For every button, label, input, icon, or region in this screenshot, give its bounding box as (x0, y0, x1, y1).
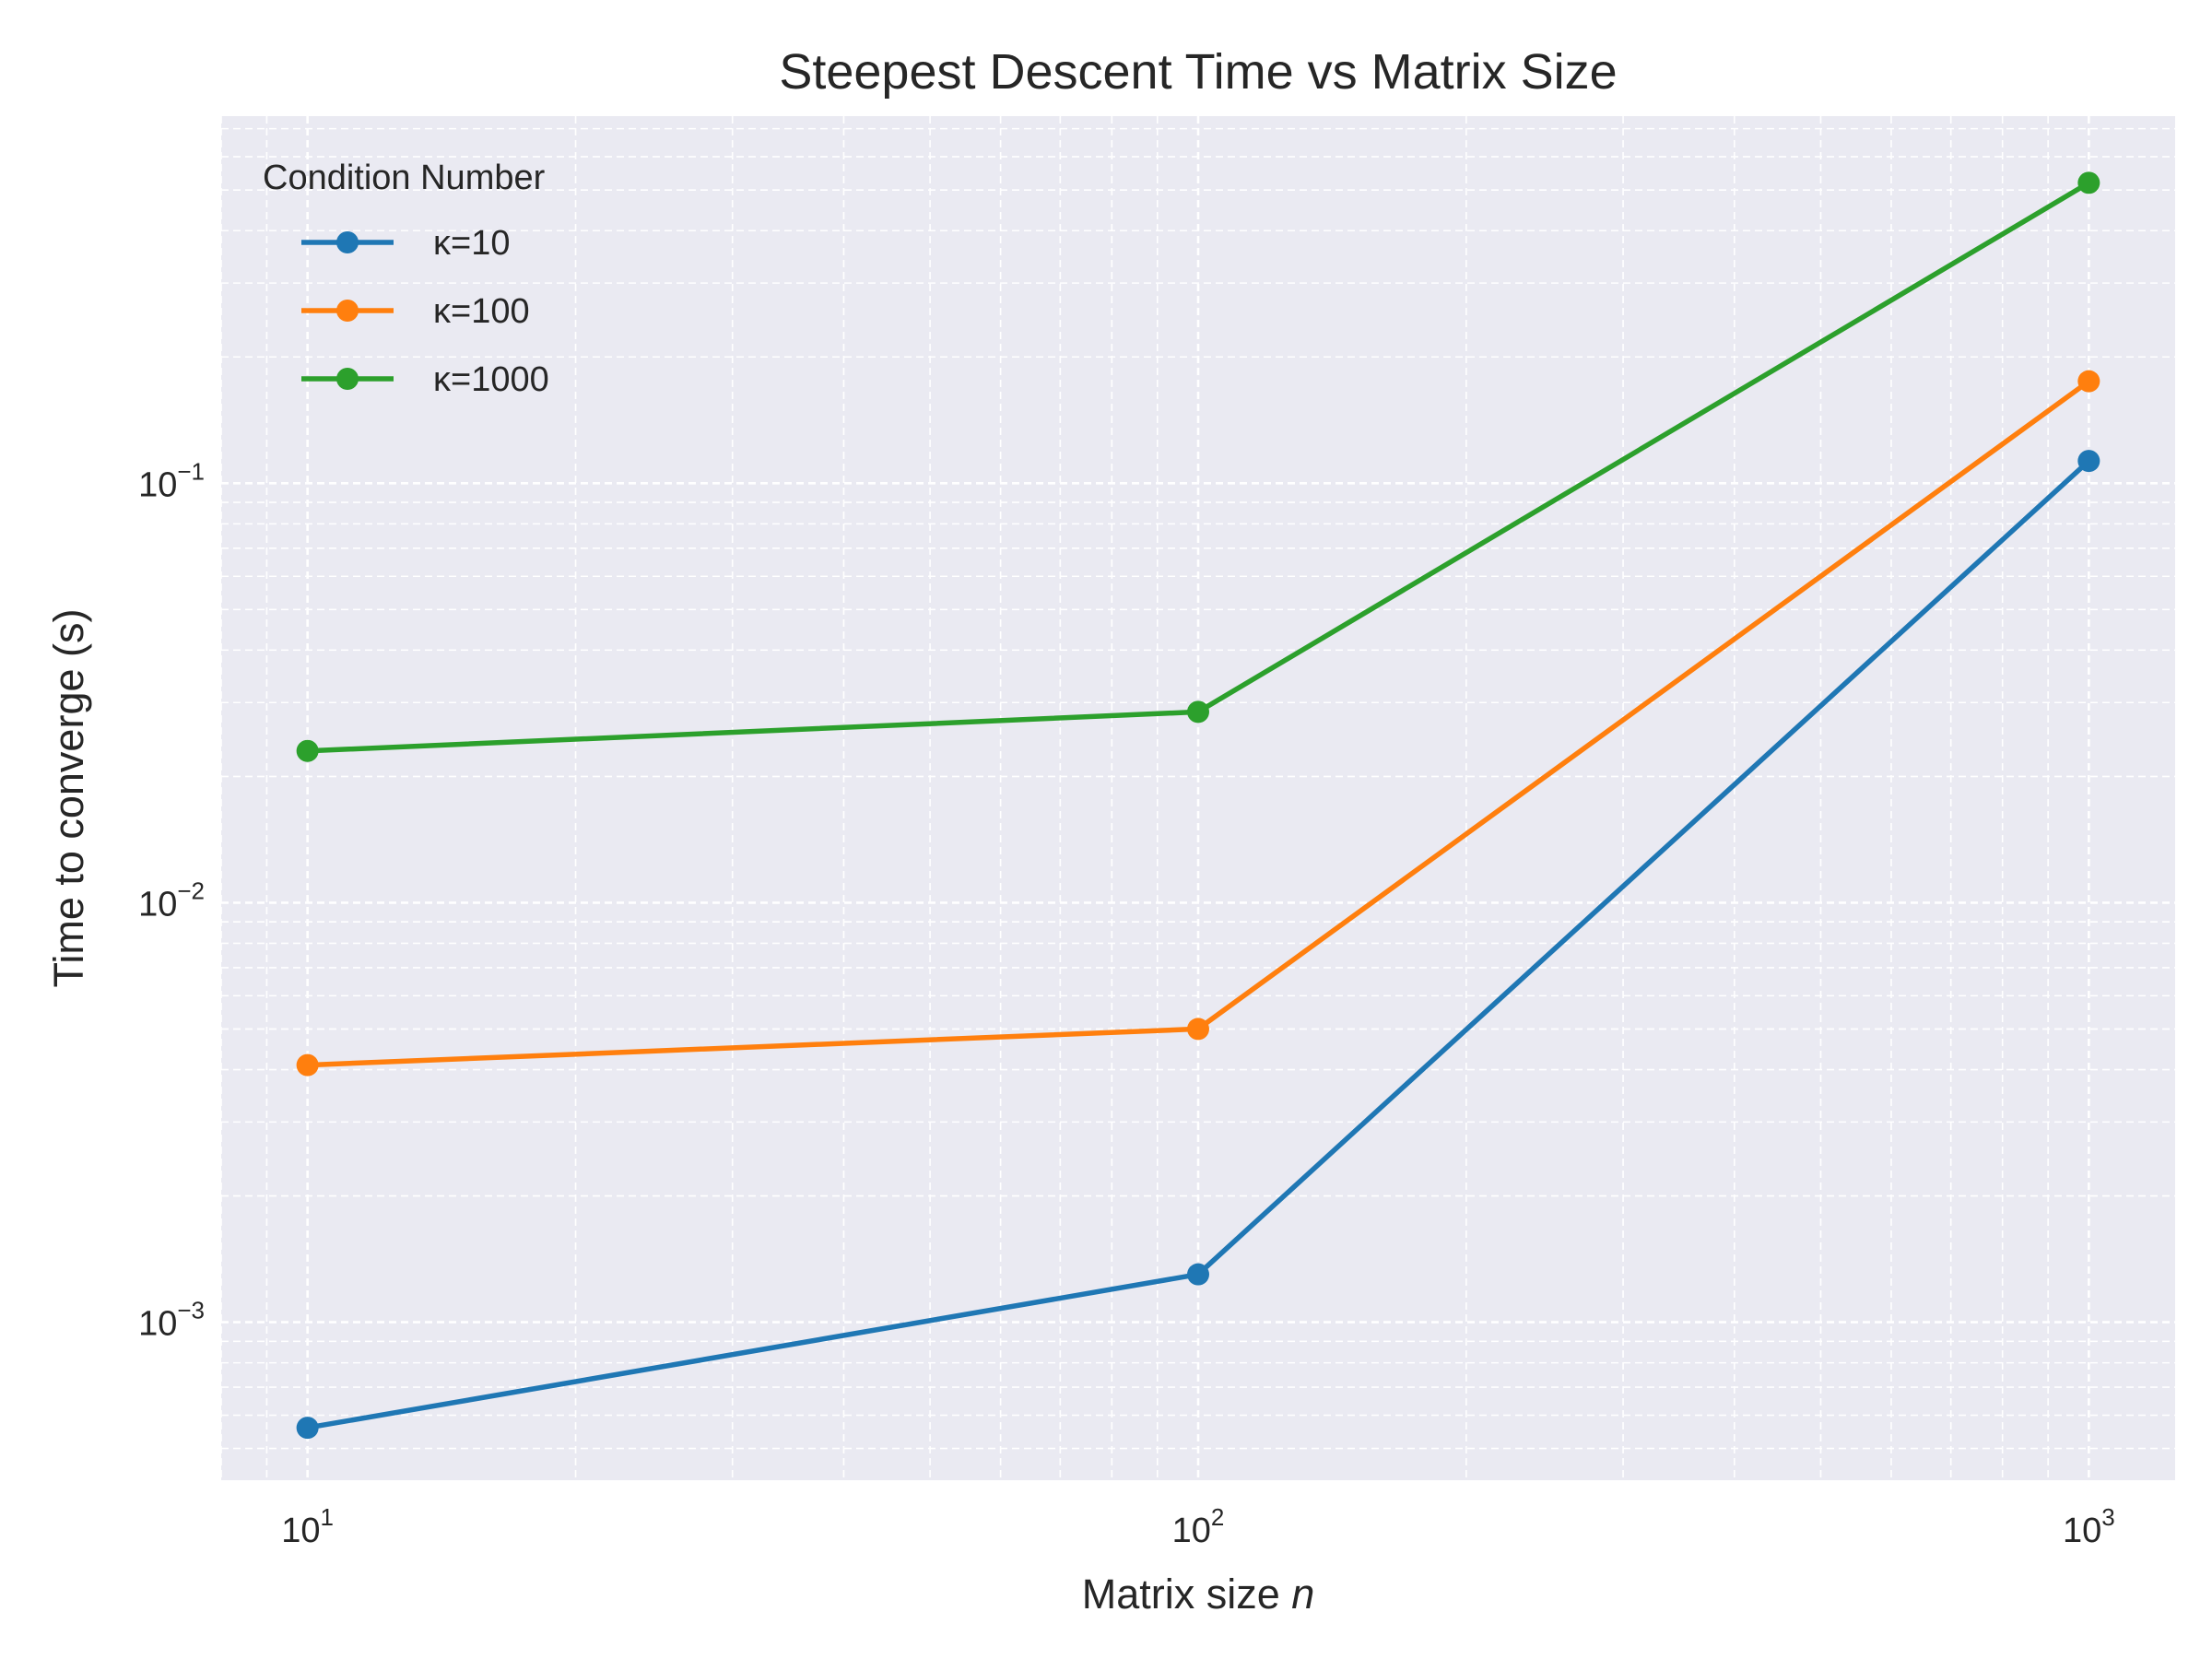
chart-title: Steepest Descent Time vs Matrix Size (779, 44, 1617, 100)
y-ticks: 10−3 10−2 10−1 (138, 457, 205, 1343)
y-tick-label: 10−3 (138, 1297, 205, 1344)
x-ticks: 101 102 103 (281, 1503, 2114, 1550)
x-axis-label: Matrix size n (1082, 1571, 1315, 1618)
data-point (1187, 1018, 1209, 1041)
data-point (2077, 370, 2100, 393)
x-tick-label: 102 (1172, 1503, 1225, 1550)
data-point (2077, 171, 2100, 194)
legend-swatch-marker (336, 300, 359, 322)
legend-swatch-marker (336, 231, 359, 253)
legend-label: κ=10 (433, 224, 510, 263)
legend: Condition Number κ=10 κ=100 κ=1000 (263, 159, 549, 399)
y-tick-label: 10−1 (138, 457, 205, 504)
data-point (1187, 700, 1209, 724)
data-point (2077, 450, 2100, 473)
legend-title: Condition Number (263, 159, 546, 197)
x-tick-label: 103 (2063, 1503, 2115, 1550)
y-tick-label: 10−2 (138, 877, 205, 924)
x-tick-label: 101 (281, 1503, 334, 1550)
data-point (296, 739, 319, 762)
data-point (296, 1417, 319, 1440)
grid (220, 116, 2175, 1480)
legend-swatch-marker (336, 368, 359, 390)
data-point (296, 1053, 319, 1077)
series-layer (296, 171, 2100, 1440)
legend-label: κ=100 (433, 292, 530, 331)
y-axis-label: Time to converge (s) (45, 609, 92, 988)
data-point (1187, 1263, 1209, 1286)
legend-label: κ=1000 (433, 360, 549, 399)
plot-background (221, 116, 2175, 1480)
